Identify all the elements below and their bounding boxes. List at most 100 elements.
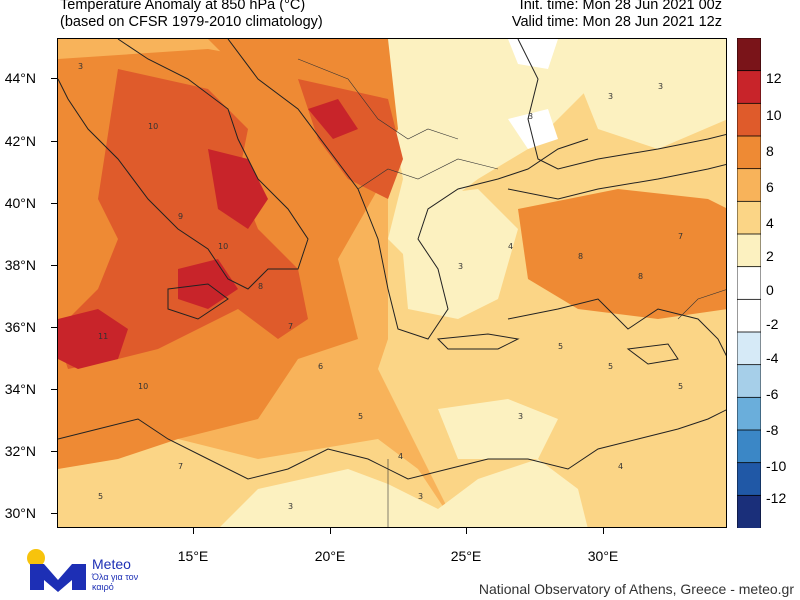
- lon-label-30e: 30°E: [587, 548, 619, 564]
- colorbar-label: -10: [766, 458, 787, 474]
- coast-balkans: [227, 39, 589, 340]
- colorbar-swatch: [737, 331, 761, 366]
- colorbar-label: -2: [766, 316, 779, 332]
- lon-tick: [603, 528, 604, 534]
- field-12-14-croatia: [308, 99, 358, 139]
- colorbar-swatch: [737, 102, 761, 137]
- logo-tagline: Όλα για τον καιρό: [92, 572, 139, 592]
- lat-tick: [51, 389, 57, 390]
- contour-value: 7: [678, 232, 683, 241]
- colorbar-label: -4: [766, 350, 779, 366]
- lon-label-25e: 25°E: [450, 548, 482, 564]
- logo-name: Meteo: [92, 556, 131, 572]
- contour-value: 10: [218, 242, 228, 251]
- contour-value: 4: [398, 452, 403, 461]
- contour-value: 6: [318, 362, 323, 371]
- contour-value: 9: [178, 212, 183, 221]
- border-balkan-1: [297, 58, 459, 140]
- colorbar-label: 8: [766, 143, 774, 159]
- colorbar-swatch: [737, 364, 761, 399]
- field-2-4-north-east: [578, 39, 726, 149]
- borders: [297, 58, 726, 527]
- colorbar-label: -8: [766, 422, 779, 438]
- coast-italy: [58, 39, 309, 290]
- lat-tick: [51, 203, 57, 204]
- colorbar-swatch: [737, 70, 761, 105]
- forecast-times: Init. time: Mon 28 Jun 2021 00z Valid ti…: [512, 0, 722, 31]
- colorbar-label: 0: [766, 282, 774, 298]
- field-2-4-aegean: [398, 189, 518, 319]
- credit-text: National Observatory of Athens, Greece -…: [478, 581, 794, 597]
- anomaly-map: 3 10 9 10 8 7 6 5 4 3 3 4 8 8 7 3 3 3 11…: [57, 38, 727, 528]
- lat-label-44n: 44°N: [4, 70, 36, 86]
- lon-tick: [193, 528, 194, 534]
- field-2-4-levant: [438, 399, 558, 459]
- contour-value: 5: [358, 412, 363, 421]
- field-0-2-black-sea: [508, 39, 558, 69]
- map-title: Temperature Anomaly at 850 hPa (°C) (bas…: [60, 0, 323, 31]
- contour-value: 4: [508, 242, 513, 251]
- contour-value: 3: [458, 262, 463, 271]
- lat-tick: [51, 78, 57, 79]
- lat-tick: [51, 451, 57, 452]
- colorbar-label: 6: [766, 179, 774, 195]
- title-line-2: (based on CFSR 1979-2010 climatology): [60, 14, 323, 30]
- lat-tick: [51, 141, 57, 142]
- colorbar-label: -12: [766, 490, 787, 506]
- contour-value: 3: [418, 492, 423, 501]
- contour-value: 5: [608, 362, 613, 371]
- lon-label-15e: 15°E: [177, 548, 209, 564]
- field-8-10-turkey: [518, 189, 726, 319]
- field-12-14-tunisia: [58, 309, 128, 369]
- coast-cyprus: [626, 343, 679, 365]
- title-line-1: Temperature Anomaly at 850 hPa (°C): [60, 0, 306, 13]
- colorbar-swatch: [737, 200, 761, 235]
- colorbar-swatch: [737, 135, 761, 170]
- coast-turkey: [507, 163, 726, 200]
- contour-value: 3: [608, 92, 613, 101]
- coast-turkey-south: [507, 298, 726, 357]
- lat-label-32n: 32°N: [4, 443, 36, 459]
- contour-value: 5: [678, 382, 683, 391]
- contour-value: 5: [558, 342, 563, 351]
- contour-value: 3: [528, 112, 533, 121]
- colorbar-label: -6: [766, 386, 779, 402]
- lat-tick: [51, 513, 57, 514]
- lat-tick: [51, 327, 57, 328]
- colorbar-swatch: [737, 494, 761, 528]
- sun-icon: [27, 549, 45, 567]
- field-0-2-balkans: [508, 109, 558, 149]
- lat-label-34n: 34°N: [4, 381, 36, 397]
- lon-tick: [330, 528, 331, 534]
- colorbar-label: 12: [766, 70, 782, 86]
- contour-value: 10: [138, 382, 148, 391]
- contour-value: 8: [258, 282, 263, 291]
- coastlines: [58, 39, 726, 480]
- contour-value: 8: [578, 252, 583, 261]
- contour-value: 3: [78, 62, 83, 71]
- contour-value: 8: [638, 272, 643, 281]
- border-syria: [677, 289, 726, 320]
- lon-tick: [466, 528, 467, 534]
- colorbar: [737, 38, 761, 528]
- contour-value: 7: [288, 322, 293, 331]
- contour-value: 11: [98, 332, 108, 341]
- contour-value: 4: [618, 462, 623, 471]
- lat-label-30n: 30°N: [4, 505, 36, 521]
- meteo-logo: [27, 549, 86, 592]
- contour-value: 10: [148, 122, 158, 131]
- lat-label-40n: 40°N: [4, 195, 36, 211]
- contour-values: 3 10 9 10 8 7 6 5 4 3 3 4 8 8 7 3 3 3 11…: [78, 62, 683, 511]
- contour-value: 5: [98, 492, 103, 501]
- colorbar-label: 2: [766, 248, 774, 264]
- contour-value: 3: [518, 412, 523, 421]
- lat-label-38n: 38°N: [4, 257, 36, 273]
- colorbar-swatch: [737, 168, 761, 203]
- contour-value: 3: [658, 82, 663, 91]
- colorbar-swatch: [737, 298, 761, 333]
- lat-label-36n: 36°N: [4, 319, 36, 335]
- coast-black-sea: [517, 39, 726, 170]
- coast-africa: [58, 409, 726, 480]
- colorbar-swatch: [737, 462, 761, 497]
- colorbar-swatch: [737, 233, 761, 268]
